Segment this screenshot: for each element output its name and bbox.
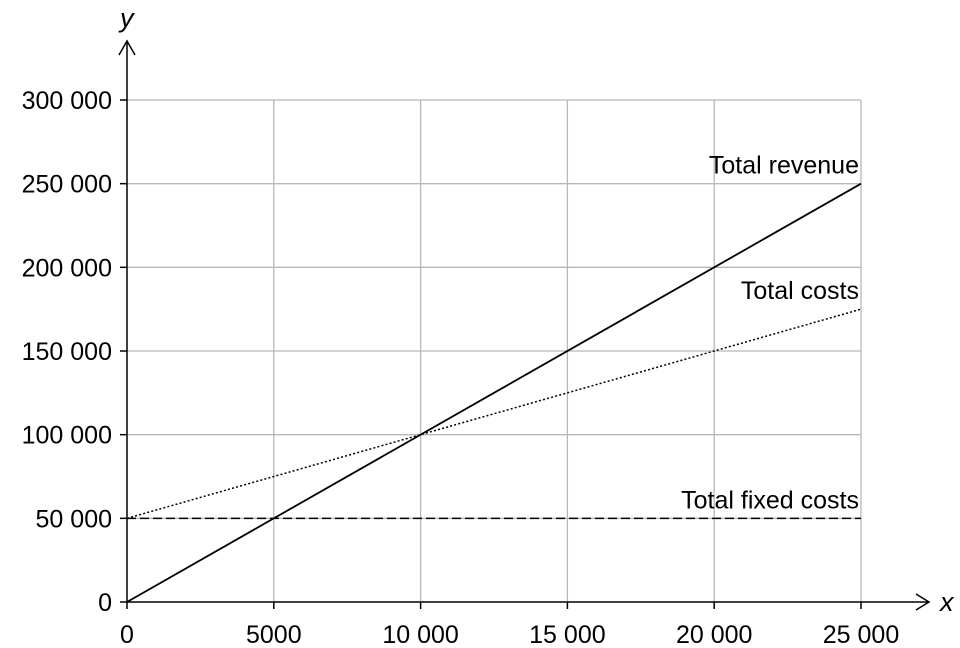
axes [118, 39, 931, 611]
tick-labels: 0 5000 10 000 15 000 20 000 25 000 0 50 000 100 … [22, 87, 900, 648]
y-tick-label: 50 000 [36, 505, 112, 533]
y-axis-title: y [118, 3, 135, 33]
x-tick-label: 25 000 [823, 621, 899, 648]
x-axis-title: x [938, 587, 955, 617]
series-lines [126, 182, 862, 603]
y-tick-label: 100 000 [22, 422, 112, 450]
series-label-total-revenue: Total revenue [709, 152, 859, 180]
y-tick-label: 150 000 [22, 338, 112, 366]
series-labels: Total revenue Total costs Total fixed cost… [681, 152, 859, 515]
series-line-total-costs [126, 308, 862, 520]
y-tick-label: 0 [98, 589, 112, 617]
y-axis-arrow [118, 39, 136, 56]
x-tick-label: 10 000 [382, 621, 458, 648]
y-tick-label: 200 000 [22, 254, 112, 282]
y-tick-label: 250 000 [22, 171, 112, 199]
series-label-total-costs: Total costs [741, 277, 859, 305]
x-tick-label: 20 000 [676, 621, 752, 648]
series-line-total-revenue [126, 182, 862, 603]
y-tick-label: 300 000 [22, 87, 112, 115]
x-axis-arrow [915, 593, 931, 611]
x-tick-label: 0 [120, 621, 134, 648]
x-tick-label: 15 000 [529, 621, 605, 648]
series-label-total-fixed-costs: Total fixed costs [681, 486, 859, 514]
x-tick-label: 5000 [246, 621, 302, 648]
